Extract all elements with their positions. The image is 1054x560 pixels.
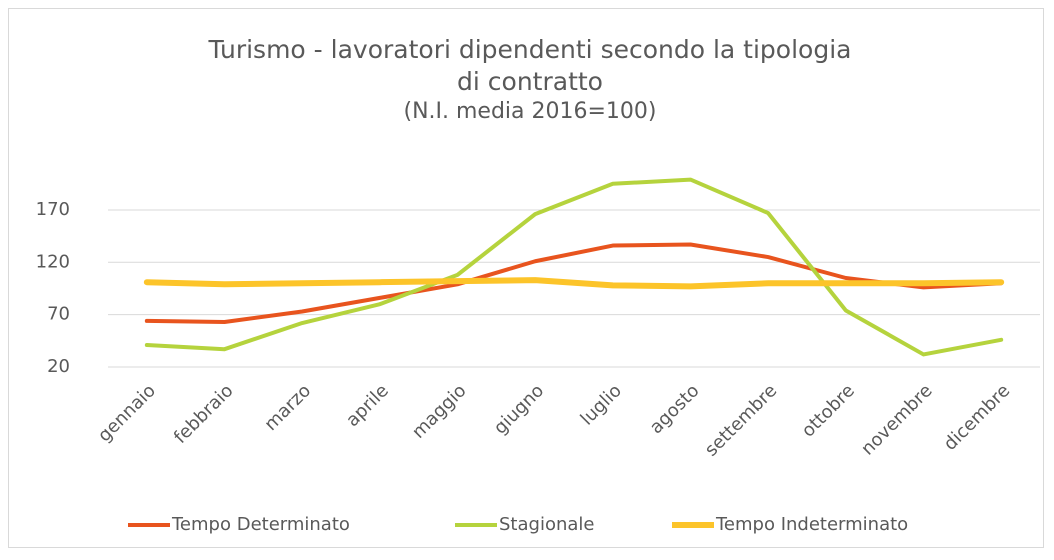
y-tick-label: 170	[36, 199, 70, 220]
x-tick-label: settembre	[701, 380, 781, 460]
x-tick-label: novembre	[857, 380, 936, 459]
x-tick-label: febbraio	[170, 380, 238, 448]
series-line	[144, 242, 1004, 324]
series-line	[143, 277, 1005, 290]
chart-subtitle: (N.I. media 2016=100)	[403, 99, 657, 124]
chart-title: Turismo - lavoratori dipendenti secondo …	[208, 35, 852, 96]
y-tick-label: 70	[47, 304, 70, 325]
series-line	[144, 177, 1004, 357]
x-tick-label: aprile	[342, 380, 393, 431]
legend-label: Tempo Determinato	[171, 514, 350, 535]
x-tick-label: luglio	[577, 380, 626, 429]
x-tick-label: maggio	[408, 380, 471, 443]
y-tick-label: 120	[36, 251, 70, 272]
x-tick-label: dicembre	[940, 380, 1015, 455]
x-tick-label: gennaio	[94, 380, 160, 446]
legend-label: Stagionale	[499, 514, 594, 535]
chart-frame	[8, 8, 1044, 548]
y-tick-label: 20	[47, 356, 70, 377]
title-block: Turismo - lavoratori dipendenti secondo …	[120, 34, 940, 126]
x-tick-label: giugno	[490, 380, 548, 438]
x-tick-label: marzo	[260, 380, 315, 435]
x-tick-label: ottobre	[798, 380, 859, 441]
x-tick-label: agosto	[646, 380, 704, 438]
legend-label: Tempo Indeterminato	[715, 514, 908, 535]
